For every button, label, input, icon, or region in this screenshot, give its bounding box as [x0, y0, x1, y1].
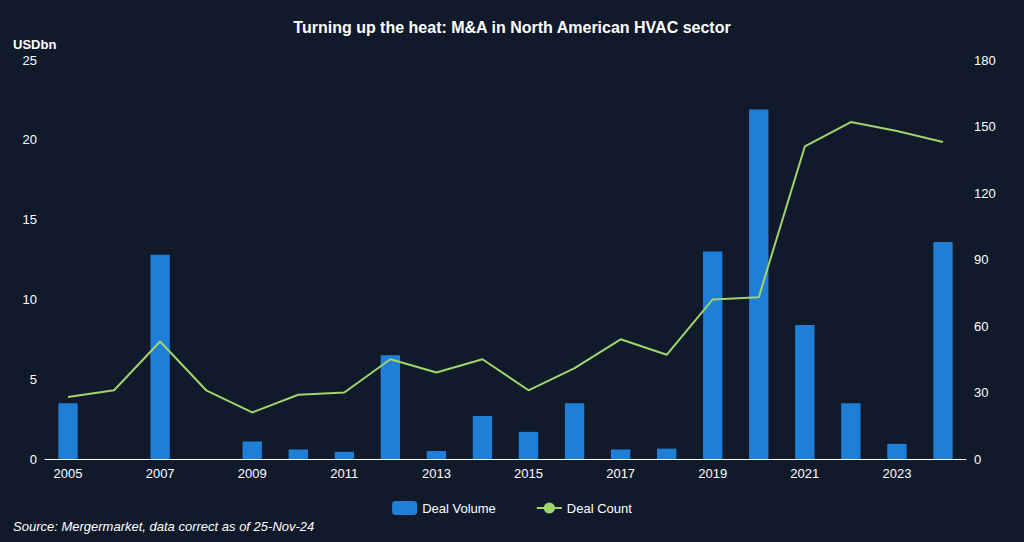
- svg-text:2023: 2023: [882, 466, 911, 481]
- svg-text:30: 30: [974, 385, 988, 400]
- svg-text:Deal Volume: Deal Volume: [422, 501, 496, 516]
- svg-text:2013: 2013: [422, 466, 451, 481]
- svg-text:Turning up the heat: M&A in No: Turning up the heat: M&A in North Americ…: [293, 19, 730, 36]
- svg-text:25: 25: [23, 53, 37, 68]
- svg-text:150: 150: [974, 119, 996, 134]
- svg-text:Deal Count: Deal Count: [567, 501, 632, 516]
- svg-text:60: 60: [974, 319, 988, 334]
- svg-text:2009: 2009: [238, 466, 267, 481]
- svg-text:180: 180: [974, 53, 996, 68]
- svg-text:2017: 2017: [606, 466, 635, 481]
- svg-text:0: 0: [974, 452, 981, 467]
- svg-text:2021: 2021: [790, 466, 819, 481]
- svg-text:10: 10: [23, 292, 37, 307]
- svg-text:0: 0: [30, 452, 37, 467]
- svg-text:20: 20: [23, 132, 37, 147]
- svg-text:2015: 2015: [514, 466, 543, 481]
- svg-text:5: 5: [30, 372, 37, 387]
- svg-text:120: 120: [974, 186, 996, 201]
- svg-text:2019: 2019: [698, 466, 727, 481]
- svg-text:Source: Mergermarket, data cor: Source: Mergermarket, data correct as of…: [13, 519, 314, 534]
- svg-text:90: 90: [974, 252, 988, 267]
- svg-text:USDbn: USDbn: [13, 37, 56, 52]
- svg-text:2005: 2005: [54, 466, 83, 481]
- svg-text:15: 15: [23, 212, 37, 227]
- svg-text:2011: 2011: [330, 466, 358, 481]
- svg-text:2007: 2007: [146, 466, 175, 481]
